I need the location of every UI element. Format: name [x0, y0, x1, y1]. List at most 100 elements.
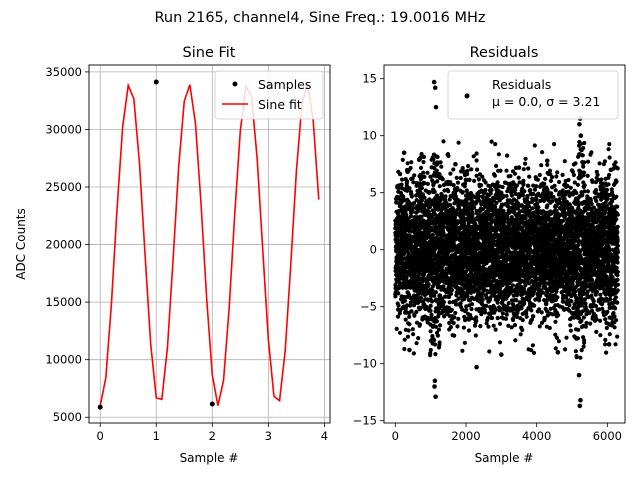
- residual-point: [462, 340, 467, 345]
- sine-fit-ytick-label: 10000: [45, 353, 82, 367]
- residual-point: [438, 160, 443, 165]
- residual-point: [478, 324, 483, 329]
- residual-point: [438, 323, 443, 328]
- residual-point: [440, 177, 445, 182]
- residual-point: [520, 193, 526, 198]
- residual-point: [416, 336, 421, 341]
- residual-point: [419, 185, 424, 191]
- residual-point: [492, 173, 497, 178]
- residual-point: [451, 320, 456, 326]
- residual-point: [432, 293, 437, 298]
- residual-point: [498, 168, 503, 173]
- residual-point: [489, 233, 494, 238]
- residual-point: [504, 312, 509, 317]
- residual-point: [419, 198, 424, 203]
- residual-point: [471, 154, 476, 159]
- residual-point: [458, 301, 463, 306]
- sine-fit-legend-box: [214, 70, 324, 120]
- residual-point: [536, 205, 541, 210]
- residual-point: [516, 175, 521, 180]
- residual-point: [493, 307, 498, 313]
- residual-point: [512, 171, 518, 176]
- residual-point: [537, 172, 542, 178]
- residual-point: [444, 201, 449, 206]
- residual-point: [504, 316, 509, 321]
- residual-point: [451, 183, 456, 188]
- residual-point: [435, 154, 440, 160]
- residual-point: [411, 180, 416, 185]
- residual-point: [484, 303, 489, 308]
- residual-point: [412, 201, 417, 206]
- residual-point: [472, 323, 478, 328]
- residual-point: [397, 311, 402, 316]
- residual-point: [497, 321, 503, 326]
- residual-point: [461, 325, 466, 330]
- residual-point: [450, 207, 456, 212]
- sine-fit-ytick-label: 30000: [45, 122, 82, 136]
- residual-point: [510, 317, 516, 323]
- residual-point: [555, 170, 560, 175]
- residual-point: [520, 318, 525, 323]
- residual-point: [480, 207, 485, 212]
- residual-point: [489, 187, 494, 193]
- residual-point: [408, 165, 413, 171]
- sine-fit-xtick-label: 2: [209, 429, 216, 443]
- residual-point: [526, 183, 531, 188]
- residual-point: [543, 176, 548, 181]
- residual-point: [464, 188, 469, 193]
- residual-point: [405, 334, 411, 339]
- sine-fit-xtick-label: 1: [153, 429, 160, 443]
- legend-samples-label: Samples: [258, 77, 311, 92]
- residual-point: [439, 164, 444, 169]
- residual-point: [493, 327, 498, 332]
- sine-fit-line: [99, 82, 320, 406]
- residual-point: [468, 312, 473, 318]
- residual-point: [455, 324, 460, 329]
- residual-point: [527, 174, 532, 179]
- residual-point: [493, 142, 498, 147]
- residual-point: [545, 203, 550, 208]
- residual-point: [438, 276, 443, 281]
- residual-point: [521, 182, 526, 187]
- residual-point: [420, 192, 425, 197]
- residual-point: [402, 198, 407, 203]
- residual-point: [475, 167, 480, 172]
- residual-point: [534, 197, 539, 202]
- residual-point: [460, 348, 465, 353]
- residual-point: [437, 172, 442, 177]
- residual-point: [420, 279, 425, 284]
- residual-point: [532, 303, 537, 308]
- residual-point: [545, 162, 550, 167]
- residual-point: [421, 170, 426, 175]
- residual-point: [534, 184, 539, 189]
- residual-point: [508, 173, 513, 179]
- residual-point: [448, 291, 454, 296]
- residual-point: [418, 305, 423, 310]
- residual-point: [462, 296, 467, 302]
- residual-point: [415, 209, 421, 214]
- residual-point: [556, 339, 562, 344]
- residual-point: [490, 315, 495, 321]
- residual-point: [488, 223, 493, 228]
- sine-fit-xtick-label: 0: [97, 429, 104, 443]
- residual-point: [538, 294, 543, 299]
- residual-point: [486, 324, 491, 329]
- residual-point: [435, 179, 440, 184]
- sine-fit-ytick-label: 25000: [45, 180, 82, 194]
- residual-point: [465, 294, 470, 299]
- residual-point: [449, 307, 454, 312]
- residual-point: [425, 170, 430, 175]
- residual-point: [448, 171, 453, 176]
- residual-point: [526, 166, 531, 171]
- residual-point: [563, 347, 568, 352]
- sine-fit-legend: Samples Sine fit: [214, 70, 324, 120]
- residuals-title: Residuals: [470, 45, 539, 61]
- residual-point: [476, 193, 481, 199]
- residual-point: [418, 165, 424, 170]
- residual-point: [419, 151, 424, 157]
- residuals-plot-area: [393, 79, 621, 409]
- residual-point: [463, 253, 468, 258]
- residual-point: [531, 350, 537, 355]
